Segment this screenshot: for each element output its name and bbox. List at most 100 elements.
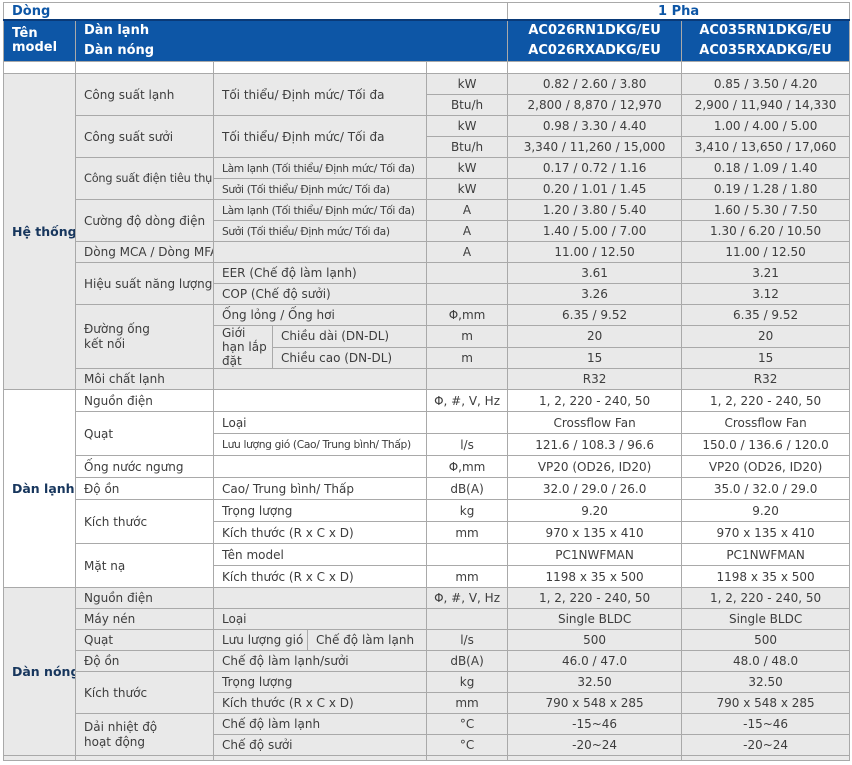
value-cell: R32 — [681, 368, 851, 390]
value-cell: 32.50 — [507, 671, 683, 693]
subparam-cell: Làm lạnh (Tối thiểu/ Định mức/ Tối đa) — [213, 157, 427, 179]
unit-cell: kg — [425, 671, 509, 693]
table-row: Tên model Dàn lạnh Dàn nóng AC026RN1DKG/… — [3, 19, 851, 62]
subparam-cell: Chế độ sưởi — [213, 734, 427, 756]
value-cell: 6.35 / 9.52 — [507, 304, 683, 326]
value-cell: 0.98 / 3.30 / 4.40 — [507, 115, 683, 137]
unit-cell: Φ, #, V, Hz — [425, 587, 509, 609]
subparam-cell: Lưu lượng gió (Cao/ Trung bình/ Thấp) — [213, 433, 427, 456]
value-cell: 46.0 / 47.0 — [507, 650, 683, 672]
param-cell: Mặt nạ — [75, 543, 214, 588]
unit-cell: A — [425, 199, 509, 221]
table-row: Quạt Lưu lượng gió Chế độ làm lạnh l/s 5… — [4, 629, 851, 651]
cutoff-cell — [213, 755, 427, 761]
value-cell: R32 — [507, 368, 683, 390]
table-row: Hệ thống Công suất lạnh Tối thiểu/ Định … — [3, 73, 851, 390]
spacer-cell — [507, 61, 683, 74]
value-cell: VP20 (OD26, ID20) — [681, 455, 851, 478]
value-cell: 150.0 / 136.6 / 120.0 — [681, 433, 851, 456]
unit-cell: dB(A) — [425, 477, 509, 500]
unit-cell: kW — [425, 157, 509, 179]
subparam-cell: Loại — [213, 411, 427, 434]
table-row: Dòng 1 Pha — [2, 2, 851, 21]
unit-cell: mm — [425, 521, 509, 544]
series-label: Dòng — [2, 2, 509, 21]
table-row: Btu/h 2,800 / 8,870 / 12,970 2,900 / 11,… — [4, 94, 851, 116]
table-row: Kích thước Trọng lượng kg 9.20 9.20 — [4, 499, 851, 544]
unit-cell: Btu/h — [425, 94, 509, 116]
subparam-cell: Kích thước (R x C x D) — [213, 565, 427, 588]
unit-cell — [425, 608, 509, 630]
value-cell: 1, 2, 220 - 240, 50 — [507, 389, 683, 412]
table-row: Độ ồn Cao/ Trung bình/ Thấp dB(A) 32.0 /… — [4, 477, 851, 500]
value-cell: 1, 2, 220 - 240, 50 — [507, 587, 683, 609]
subparam-cell: Cao/ Trung bình/ Thấp — [213, 477, 427, 500]
subparam-cell: Giới hạn lắp đặt — [213, 325, 273, 369]
param-cell: Độ ồn — [75, 477, 214, 500]
value-cell: 3.26 — [507, 283, 683, 305]
value-cell: 1.40 / 5.00 / 7.00 — [507, 220, 683, 242]
unit-cell: kW — [425, 115, 509, 137]
subparam-cell: Tên model — [213, 543, 427, 566]
unit-cell: kW — [425, 178, 509, 200]
value-cell: 1198 x 35 x 500 — [681, 565, 851, 588]
subparam-cell: Lưu lượng gió — [213, 629, 308, 651]
table-row: Lưu lượng gió (Cao/ Trung bình/ Thấp) l/… — [4, 433, 851, 456]
param-cell: Cường độ dòng điện — [75, 199, 214, 242]
unit-type-labels: Dàn lạnh Dàn nóng — [74, 19, 509, 62]
unit-cell: Φ,mm — [425, 304, 509, 326]
subparam-cell: Chiều dài (DN-DL) — [272, 325, 427, 348]
section-label: Dàn lạnh — [3, 389, 76, 588]
value-cell: 3,410 / 13,650 / 17,060 — [681, 136, 851, 158]
subparam-cell: Trọng lượng — [213, 671, 427, 693]
value-cell: PC1NWFMAN — [507, 543, 683, 566]
value-cell: 11.00 / 12.50 — [507, 241, 683, 263]
param-cell: Đường ống kết nối — [75, 304, 214, 369]
indoor-row-label: Dàn lạnh — [84, 23, 150, 38]
subparam-cell: Sưởi (Tối thiểu/ Định mức/ Tối đa) — [213, 178, 427, 200]
unit-cell: l/s — [425, 433, 509, 456]
subparam-cell: Trọng lượng — [213, 499, 427, 522]
value-cell: 500 — [507, 629, 683, 651]
table-row: Công suất điện tiêu thụ Làm lạnh (Tối th… — [4, 157, 851, 200]
param-cell: Nguồn điện — [75, 389, 214, 412]
subparam-cell: Làm lạnh (Tối thiểu/ Định mức/ Tối đa) — [213, 199, 427, 221]
table-row: COP (Chế độ sưởi) 3.26 3.12 — [4, 283, 851, 305]
table-row: Kích thước (R x C x D) mm 970 x 135 x 41… — [4, 521, 851, 544]
unit-cell: kW — [425, 73, 509, 95]
value-cell: 3.61 — [507, 262, 683, 284]
table-row: Cường độ dòng điện Làm lạnh (Tối thiểu/ … — [4, 199, 851, 242]
value-cell: 0.85 / 3.50 / 4.20 — [681, 73, 851, 95]
table-row: Mặt nạ Tên model PC1NWFMAN PC1NWFMAN — [4, 543, 851, 588]
value-cell: Single BLDC — [681, 608, 851, 630]
value-cell: 32.50 — [681, 671, 851, 693]
value-cell: 1, 2, 220 - 240, 50 — [681, 587, 851, 609]
subparam-cell: Chế độ làm lạnh — [213, 713, 427, 735]
value-cell: 35.0 / 32.0 / 29.0 — [681, 477, 851, 500]
subparam-cell: Chế độ làm lạnh — [307, 629, 427, 651]
table-row: Dải nhiệt độ hoạt động Chế độ làm lạnh °… — [4, 713, 851, 756]
value-cell: 0.82 / 2.60 / 3.80 — [507, 73, 683, 95]
table-row: Đường ống kết nối Ống lỏng / Ống hơi Φ,m… — [4, 304, 851, 369]
unit-cell: Btu/h — [425, 136, 509, 158]
table-row: Ống nước ngưng Φ,mm VP20 (OD26, ID20) VP… — [4, 455, 851, 478]
unit-cell: A — [425, 241, 509, 263]
value-cell: -15~46 — [681, 713, 851, 735]
value-cell: 2,800 / 8,870 / 12,970 — [507, 94, 683, 116]
value-cell: 15 — [681, 346, 851, 369]
value-cell: 790 x 548 x 285 — [507, 692, 683, 714]
param-cell: Dòng MCA / Dòng MFA — [75, 241, 214, 263]
section-label: Dàn nóng — [3, 587, 76, 756]
unit-cell: dB(A) — [425, 650, 509, 672]
spacer-cell — [681, 61, 851, 74]
value-cell: 20 — [507, 325, 683, 348]
subparam-cell — [213, 368, 427, 390]
indoor-model-1: AC026RN1DKG/EU — [528, 23, 661, 38]
cutoff-cell — [425, 755, 509, 761]
table-row: Kích thước Trọng lượng kg 32.50 32.50 — [4, 671, 851, 714]
cutoff-cell — [507, 755, 683, 761]
unit-cell — [425, 262, 509, 284]
cutoff-cell — [3, 755, 76, 761]
value-cell: 3,340 / 11,260 / 15,000 — [507, 136, 683, 158]
